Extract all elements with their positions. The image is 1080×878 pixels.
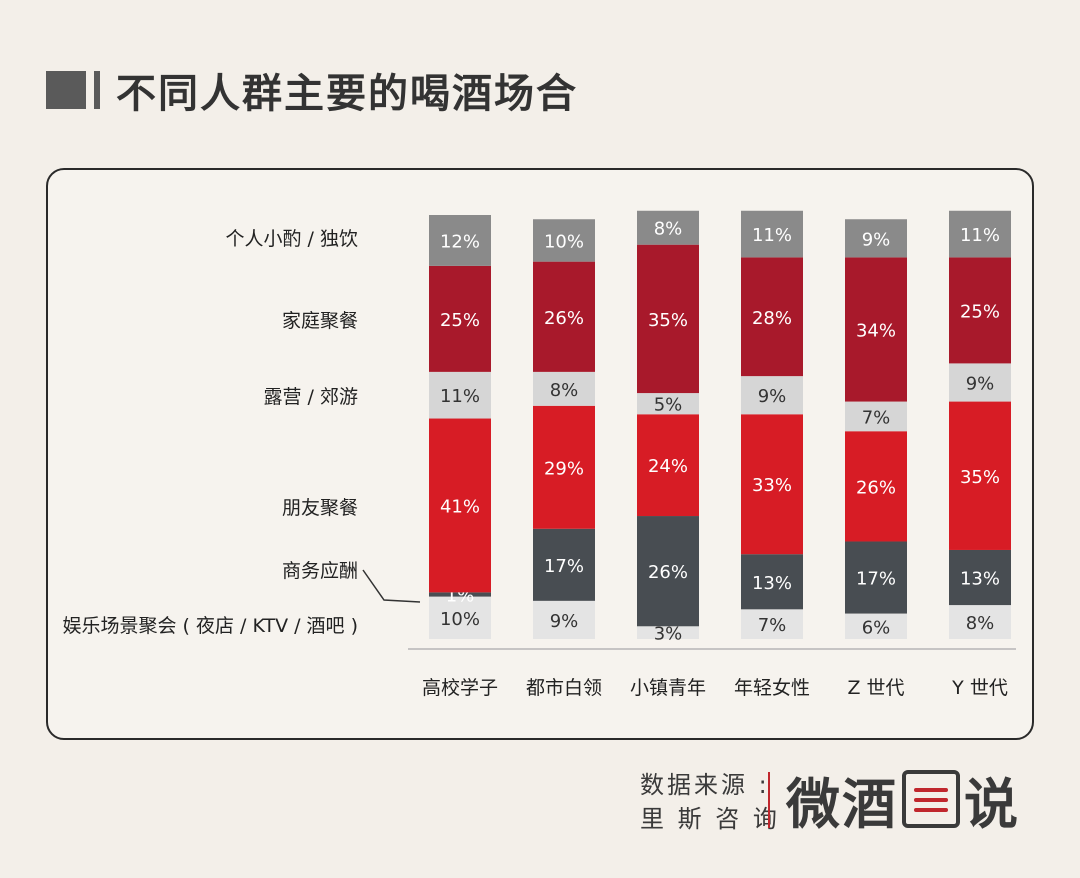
bar-segment — [533, 371, 595, 406]
data-label: 10% — [544, 231, 584, 252]
brand-char: 微 — [786, 772, 842, 836]
category-label: 都市白领 — [526, 677, 602, 699]
data-label: 41% — [440, 496, 480, 517]
data-label: 12% — [440, 231, 480, 252]
bar-segment — [533, 405, 595, 529]
data-label: 11% — [440, 386, 480, 407]
bar-segment — [429, 592, 491, 597]
data-label: 9% — [966, 373, 995, 394]
source-name: 里 斯 咨 询 — [640, 805, 780, 833]
bar-segment — [637, 626, 699, 639]
brand-logo: 微 酒 说 — [786, 766, 1020, 836]
data-label: 9% — [758, 386, 787, 407]
data-label: 34% — [856, 320, 896, 341]
bar-segment — [429, 371, 491, 419]
bar-segment — [533, 261, 595, 372]
legend-label: 朋友聚餐 — [282, 497, 358, 519]
data-label: 29% — [544, 458, 584, 479]
data-label: 28% — [752, 308, 792, 329]
bar-segment — [741, 376, 803, 415]
bar-segment — [429, 596, 491, 639]
bar-segment — [845, 613, 907, 639]
data-label: 11% — [960, 225, 1000, 246]
bar-segment — [741, 414, 803, 555]
bar-segment — [533, 219, 595, 262]
bar-segment — [845, 219, 907, 258]
bar-segment — [741, 257, 803, 377]
bar-segment — [533, 600, 595, 639]
data-label: 9% — [550, 611, 579, 632]
data-label: 25% — [440, 310, 480, 331]
title-bar-icon — [94, 71, 100, 109]
data-label: 5% — [654, 395, 683, 416]
category-label: 小镇青年 — [630, 677, 706, 699]
bar-segment — [429, 265, 491, 372]
bar-segment — [741, 609, 803, 639]
bar-segment — [429, 215, 491, 266]
bar-segment — [949, 549, 1011, 606]
bar-segment — [637, 210, 699, 245]
legend-label: 家庭聚餐 — [282, 310, 358, 332]
chart-card: 10% 1% 41% 11% 25% 12% 高校学子 9% 17% 29% 8% 26% 10% 都市白… — [46, 168, 1034, 740]
data-label: 10% — [440, 609, 480, 630]
data-label: 17% — [856, 569, 896, 590]
stacked-bar-chart: 10%1%41%11%25%12%高校学子9%17%29%8%26%10%都市白… — [63, 210, 1016, 699]
data-label: 8% — [966, 613, 995, 634]
footer-divider — [768, 772, 770, 828]
data-label: 13% — [960, 569, 1000, 590]
page-title-block: 不同人群主要的喝酒场合 — [46, 60, 578, 120]
data-label: 25% — [960, 301, 1000, 322]
data-label: 6% — [862, 617, 891, 638]
brand-char: 酒 — [842, 772, 898, 836]
legend-label: 娱乐场景聚会 ( 夜店 / KTV / 酒吧 ) — [63, 615, 359, 637]
bar-segment — [637, 244, 699, 394]
data-label: 26% — [856, 477, 896, 498]
data-label: 13% — [752, 573, 792, 594]
bar-segment — [949, 210, 1011, 258]
data-label: 7% — [758, 615, 787, 636]
bar-segment — [949, 401, 1011, 550]
data-source: 数据来源 : 里 斯 咨 询 — [640, 768, 780, 836]
data-label: 35% — [960, 467, 1000, 488]
bar-segment — [637, 393, 699, 415]
bar-segment — [949, 363, 1011, 402]
title-square-icon — [46, 71, 86, 109]
bar-segment — [845, 541, 907, 614]
data-label: 3% — [654, 624, 683, 645]
data-label: 8% — [654, 219, 683, 240]
category-label: Y 世代 — [951, 677, 1008, 699]
bar-segment — [741, 210, 803, 258]
data-label: 7% — [862, 407, 891, 428]
bar-segment — [845, 257, 907, 402]
data-label: 11% — [752, 225, 792, 246]
bar-segment — [429, 418, 491, 593]
category-label: Z 世代 — [847, 677, 904, 699]
bar-segment — [949, 605, 1011, 639]
category-label: 高校学子 — [422, 677, 498, 699]
data-label: 26% — [648, 562, 688, 583]
legend-label: 个人小酌 / 独饮 — [226, 228, 358, 250]
leader-line — [362, 569, 421, 603]
data-label: 35% — [648, 310, 688, 331]
data-label: 33% — [752, 475, 792, 496]
legend-label: 露营 / 郊游 — [264, 386, 358, 408]
brand-box-icon — [902, 770, 960, 828]
bar-segment — [845, 401, 907, 432]
data-label: 26% — [544, 308, 584, 329]
bar-segment — [637, 516, 699, 627]
brand-char: 说 — [964, 772, 1020, 836]
data-label: 17% — [544, 556, 584, 577]
bar-segment — [741, 554, 803, 610]
data-label: 8% — [550, 380, 579, 401]
data-label: 24% — [648, 456, 688, 477]
bar-segment — [637, 414, 699, 517]
category-label: 年轻女性 — [734, 677, 810, 699]
source-label: 数据来源 : — [640, 771, 770, 799]
page-title: 不同人群主要的喝酒场合 — [116, 71, 578, 117]
data-label: 9% — [862, 229, 891, 250]
bar-segment — [533, 528, 595, 601]
bar-segment — [949, 257, 1011, 364]
legend-label: 商务应酬 — [282, 560, 358, 582]
bar-segment — [845, 431, 907, 542]
